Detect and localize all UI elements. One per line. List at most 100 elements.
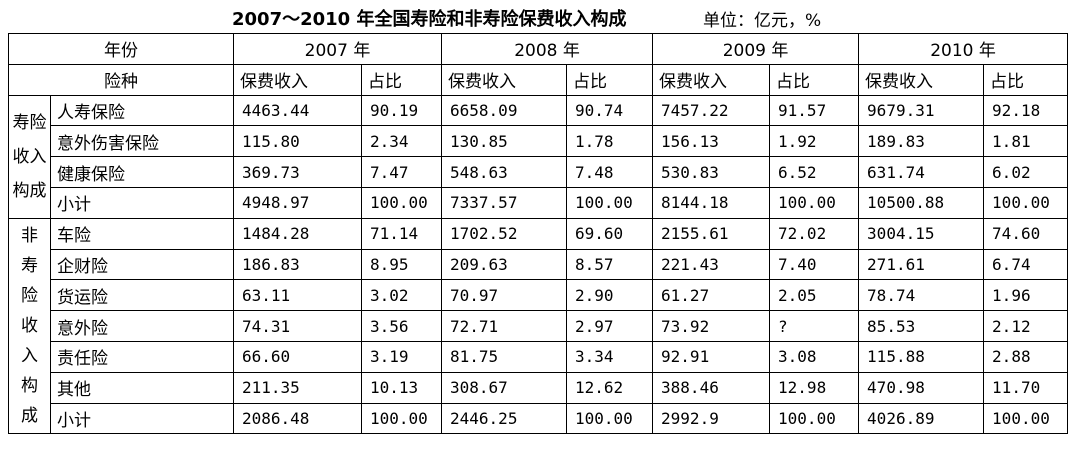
income-cell: 1484.28 (233, 217, 362, 250)
income-cell: 221.43 (652, 248, 771, 281)
table-caption: 2007～2010 年全国寿险和非寿险保费收入构成 单位：亿元，% (0, 3, 1074, 33)
income-cell: 81.75 (441, 340, 568, 373)
unit-label: 单位：亿元，% (703, 11, 822, 31)
share-cell: 100.00 (566, 402, 654, 435)
share-cell: 11.70 (983, 371, 1069, 404)
share-cell: 2.12 (983, 310, 1069, 342)
income-cell: 2992.9 (652, 402, 771, 435)
income-cell: 72.71 (441, 310, 568, 342)
income-header-2009: 保费收入 (652, 63, 771, 96)
income-cell: 211.35 (233, 371, 362, 404)
row-label: 意外险 (50, 310, 234, 342)
income-cell: 66.60 (233, 340, 362, 373)
life-insurance-group-label: 寿险收入构成 (8, 94, 51, 219)
income-cell: 2086.48 (233, 402, 362, 435)
income-cell: 73.92 (652, 310, 771, 342)
income-cell: 388.46 (652, 371, 771, 404)
share-header-2010: 占比 (983, 63, 1069, 96)
table-row: 货运险 63.11 3.02 70.97 2.90 61.27 2.05 78.74 1.96 (9, 279, 1069, 312)
income-cell: 189.83 (858, 125, 985, 158)
income-cell: 271.61 (858, 248, 985, 281)
share-cell: 1.78 (566, 125, 654, 158)
share-header-2008: 占比 (566, 63, 654, 96)
share-cell: 7.47 (360, 156, 443, 188)
share-cell: 3.02 (360, 279, 443, 312)
income-cell: 8144.18 (652, 186, 771, 219)
share-cell: 3.34 (566, 340, 654, 373)
share-cell: 6.52 (769, 156, 860, 188)
income-cell: 74.31 (233, 310, 362, 342)
year-header-cell: 年份 (8, 33, 234, 65)
income-cell: 548.63 (441, 156, 568, 188)
share-cell: 2.05 (769, 279, 860, 312)
share-cell: 100.00 (983, 402, 1069, 435)
row-label: 小计 (50, 402, 234, 435)
income-cell: 70.97 (441, 279, 568, 312)
share-cell: 100.00 (769, 402, 860, 435)
income-cell: 631.74 (858, 156, 985, 188)
share-cell: 3.56 (360, 310, 443, 342)
non-life-insurance-group-label: 非寿险收入构成 (8, 217, 51, 435)
share-cell: 72.02 (769, 217, 860, 250)
row-label: 货运险 (50, 279, 234, 312)
share-cell: 71.14 (360, 217, 443, 250)
income-cell: 470.98 (858, 371, 985, 404)
row-label: 责任险 (50, 340, 234, 373)
income-cell: 7457.22 (652, 94, 771, 127)
header-row-metrics: 险种 保费收入 占比 保费收入 占比 保费收入 占比 保费收入 占比 (8, 63, 1069, 96)
share-cell: 6.74 (983, 248, 1069, 281)
share-cell: 2.90 (566, 279, 654, 312)
share-cell: 3.19 (360, 340, 443, 373)
income-cell: 2155.61 (652, 217, 771, 250)
share-cell: 2.34 (360, 125, 443, 158)
share-header-2009: 占比 (769, 63, 860, 96)
income-cell: 130.85 (441, 125, 568, 158)
share-cell: 3.08 (769, 340, 860, 373)
income-cell: 209.63 (441, 248, 568, 281)
income-cell: 85.53 (858, 310, 985, 342)
share-cell: 6.02 (983, 156, 1069, 188)
table-row: 小计 2086.48 100.00 2446.25 100.00 2992.9 100.00… (9, 402, 1069, 435)
table-row: 小计 4948.97 100.00 7337.57 100.00 8144.18 100.0… (9, 186, 1069, 219)
group-label-text: 非寿险收入构成 (21, 226, 38, 427)
income-cell: 78.74 (858, 279, 985, 312)
income-cell: 4026.89 (858, 402, 985, 435)
income-cell: 186.83 (233, 248, 362, 281)
share-cell: 10.13 (360, 371, 443, 404)
group-label-text: 寿险收入构成 (12, 112, 47, 201)
share-cell: 91.57 (769, 94, 860, 127)
share-cell: 1.92 (769, 125, 860, 158)
row-label: 人寿保险 (50, 94, 234, 127)
share-cell: 8.95 (360, 248, 443, 281)
share-cell: 2.97 (566, 310, 654, 342)
table-row: 寿险收入构成 人寿保险 4463.44 90.19 6658.09 90.74 7457.2… (8, 94, 1069, 219)
income-cell: 4948.97 (233, 186, 362, 219)
share-cell: 7.48 (566, 156, 654, 188)
share-cell: 1.81 (983, 125, 1069, 158)
table-row: 其他 211.35 10.13 308.67 12.62 388.46 12.98 470.9… (9, 371, 1069, 404)
category-header-cell: 险种 (8, 63, 234, 96)
share-cell: 69.60 (566, 217, 654, 250)
table-row: 非寿险收入构成 车险 1484.28 71.14 1702.52 69.60 2155.61… (8, 217, 1069, 435)
income-cell: 63.11 (233, 279, 362, 312)
table-title: 2007～2010 年全国寿险和非寿险保费收入构成 (232, 9, 627, 30)
income-cell: 1702.52 (441, 217, 568, 250)
table-row: 企财险 186.83 8.95 209.63 8.57 221.43 7.40 271.61 6… (9, 248, 1069, 281)
share-cell: 12.98 (769, 371, 860, 404)
share-cell: 100.00 (360, 186, 443, 219)
row-label: 小计 (50, 186, 234, 219)
share-cell: 100.00 (360, 402, 443, 435)
income-cell: 530.83 (652, 156, 771, 188)
income-cell: 61.27 (652, 279, 771, 312)
income-cell: 7337.57 (441, 186, 568, 219)
row-label: 车险 (50, 217, 234, 250)
premium-income-table: 年份 2007 年 2008 年 2009 年 2010 年 险种 保费收入 占… (8, 33, 1069, 435)
income-header-2007: 保费收入 (233, 63, 362, 96)
year-2008-header: 2008 年 (441, 33, 654, 65)
income-cell: 308.67 (441, 371, 568, 404)
share-header-2007: 占比 (360, 63, 443, 96)
row-label: 企财险 (50, 248, 234, 281)
income-cell: 92.91 (652, 340, 771, 373)
row-label: 意外伤害保险 (50, 125, 234, 158)
income-cell: 4463.44 (233, 94, 362, 127)
